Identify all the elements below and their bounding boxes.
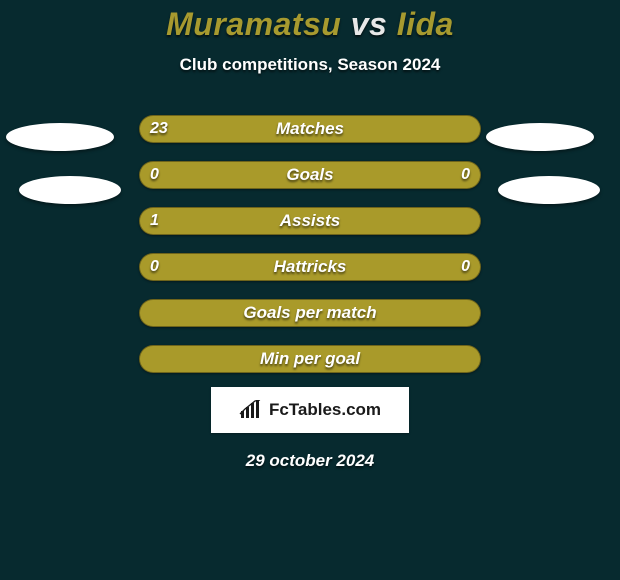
page-title: Muramatsu vs Iida — [0, 6, 620, 43]
stat-bar: Assists 1 — [139, 207, 481, 235]
stat-bar: Min per goal — [139, 345, 481, 373]
stat-row: Min per goal — [0, 345, 620, 373]
title-player1: Muramatsu — [166, 6, 341, 42]
stat-label: Min per goal — [260, 349, 360, 369]
stat-bar: Matches 23 — [139, 115, 481, 143]
stat-label: Hattricks — [274, 257, 347, 277]
stat-label: Goals per match — [243, 303, 376, 323]
brand-icon — [239, 400, 263, 420]
stat-row: Assists 1 — [0, 207, 620, 235]
avatar-placeholder — [19, 176, 121, 204]
stat-value-right: 0 — [461, 166, 470, 184]
stat-label: Matches — [276, 119, 344, 139]
stat-row: Hattricks 0 0 — [0, 253, 620, 281]
avatar-placeholder — [486, 123, 594, 151]
stat-value-right: 0 — [461, 258, 470, 276]
stat-rows: Matches23Goals00Assists1Hattricks00Goals… — [0, 115, 620, 373]
avatar-placeholder — [498, 176, 600, 204]
stat-bar: Goals 0 0 — [139, 161, 481, 189]
brand-text: FcTables.com — [269, 400, 381, 420]
stat-value-left: 0 — [150, 258, 159, 276]
stat-bar: Goals per match — [139, 299, 481, 327]
title-vs: vs — [351, 6, 388, 42]
subtitle: Club competitions, Season 2024 — [0, 55, 620, 75]
avatar-placeholder — [6, 123, 114, 151]
date-text: 29 october 2024 — [0, 451, 620, 471]
stat-value-left: 0 — [150, 166, 159, 184]
stat-value-left: 23 — [150, 120, 168, 138]
stat-label: Goals — [286, 165, 333, 185]
stat-bar: Hattricks 0 0 — [139, 253, 481, 281]
content: Muramatsu vs Iida Club competitions, Sea… — [0, 0, 620, 580]
stat-value-left: 1 — [150, 212, 159, 230]
stat-row: Goals per match — [0, 299, 620, 327]
brand-box: FcTables.com — [211, 387, 409, 433]
title-player2: Iida — [397, 6, 454, 42]
stat-label: Assists — [280, 211, 340, 231]
